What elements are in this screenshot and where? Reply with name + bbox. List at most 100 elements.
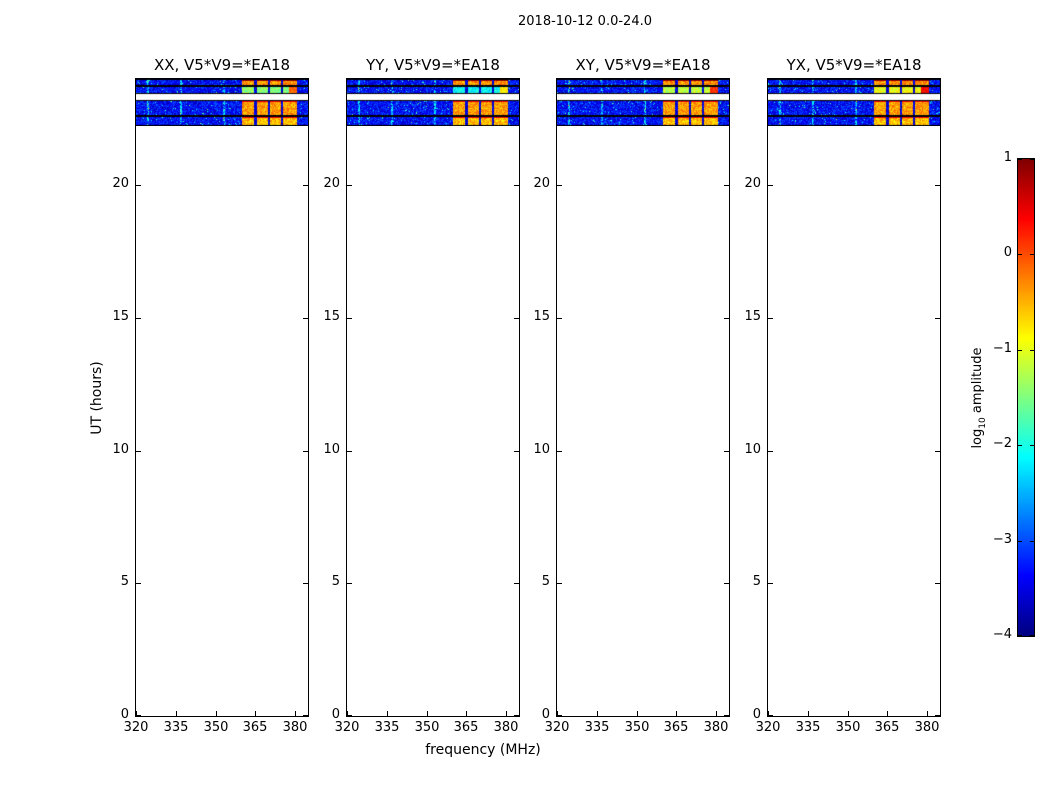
y-tick-mark (557, 451, 562, 452)
y-tick-label: 0 (506, 707, 550, 723)
y-tick-mark (136, 451, 141, 452)
figure: 2018-10-12 0.0-24.0 UT (hours) frequency… (0, 0, 1050, 800)
x-tick-label: 320 (335, 720, 360, 736)
y-tick-label: 0 (85, 707, 129, 723)
y-tick-label: 0 (717, 707, 761, 723)
x-tick-label: 350 (625, 720, 650, 736)
spectrogram-canvas-xy (557, 79, 729, 126)
x-tick-label: 365 (454, 720, 479, 736)
panel-title-xx: XX, V5*V9=*EA18 (154, 56, 290, 74)
y-tick-label: 15 (296, 309, 340, 325)
x-tick-label: 365 (243, 720, 268, 736)
x-tick-mark (176, 711, 177, 716)
y-tick-mark (935, 185, 940, 186)
y-tick-mark (768, 451, 773, 452)
colorbar-gradient (1018, 159, 1034, 636)
y-tick-mark (557, 185, 562, 186)
y-tick-mark (935, 715, 940, 716)
colorbar-label-suffix: amplitude (970, 347, 985, 417)
spectrogram-canvas-xx (136, 79, 308, 126)
x-axis-label: frequency (MHz) (425, 742, 541, 758)
x-tick-mark (927, 711, 928, 716)
x-tick-mark (466, 711, 467, 716)
y-tick-mark (768, 583, 773, 584)
y-tick-label: 10 (85, 442, 129, 458)
y-tick-mark (136, 318, 141, 319)
y-tick-mark (136, 583, 141, 584)
y-tick-label: 15 (85, 309, 129, 325)
x-tick-mark (255, 711, 256, 716)
y-tick-mark (136, 185, 141, 186)
x-tick-mark (427, 711, 428, 716)
y-tick-mark (347, 583, 352, 584)
x-tick-mark (848, 711, 849, 716)
colorbar-tick-label: −4 (968, 627, 1012, 643)
y-tick-label: 5 (85, 574, 129, 590)
y-tick-mark (347, 318, 352, 319)
x-tick-mark (887, 711, 888, 716)
colorbar-tick-mark (1030, 159, 1034, 160)
colorbar-tick-mark (1018, 445, 1022, 446)
colorbar-tick-mark (1018, 635, 1022, 636)
y-tick-mark (935, 318, 940, 319)
panel-title-xy: XY, V5*V9=*EA18 (576, 56, 711, 74)
spectrogram-canvas-yx (768, 79, 940, 126)
colorbar-tick-label: −2 (968, 436, 1012, 452)
colorbar-tick-mark (1018, 159, 1022, 160)
x-tick-mark (387, 711, 388, 716)
x-tick-label: 335 (796, 720, 821, 736)
colorbar-tick-mark (1018, 541, 1022, 542)
x-tick-mark (216, 711, 217, 716)
colorbar-tick-label: 1 (968, 150, 1012, 166)
spectrogram-canvas-yy (347, 79, 519, 126)
x-tick-label: 320 (124, 720, 149, 736)
x-tick-label: 320 (545, 720, 570, 736)
x-tick-label: 350 (415, 720, 440, 736)
colorbar-tick-mark (1030, 635, 1034, 636)
y-tick-mark (768, 318, 773, 319)
colorbar-tick-mark (1030, 350, 1034, 351)
y-tick-label: 10 (717, 442, 761, 458)
y-axis-label: UT (hours) (89, 361, 105, 435)
y-tick-label: 20 (296, 176, 340, 192)
y-tick-label: 10 (506, 442, 550, 458)
y-tick-mark (347, 185, 352, 186)
spectrogram-panel-yy (346, 78, 520, 717)
colorbar-tick-mark (1030, 541, 1034, 542)
x-tick-label: 365 (664, 720, 689, 736)
x-tick-label: 380 (915, 720, 940, 736)
spectrogram-panel-xx (135, 78, 309, 717)
x-tick-mark (676, 711, 677, 716)
y-tick-label: 5 (296, 574, 340, 590)
x-tick-mark (557, 711, 558, 716)
colorbar-tick-mark (1018, 254, 1022, 255)
y-tick-mark (935, 583, 940, 584)
x-tick-label: 335 (375, 720, 400, 736)
y-tick-mark (768, 185, 773, 186)
colorbar-tick-mark (1018, 350, 1022, 351)
colorbar-tick-label: 0 (968, 245, 1012, 261)
x-tick-mark (597, 711, 598, 716)
x-tick-mark (768, 711, 769, 716)
y-tick-label: 15 (506, 309, 550, 325)
y-tick-label: 20 (85, 176, 129, 192)
y-tick-label: 0 (296, 707, 340, 723)
colorbar-tick-label: −3 (968, 532, 1012, 548)
x-tick-label: 365 (875, 720, 900, 736)
spectrogram-panel-xy (556, 78, 730, 717)
x-tick-label: 350 (204, 720, 229, 736)
x-tick-label: 335 (585, 720, 610, 736)
x-tick-mark (136, 711, 137, 716)
y-tick-label: 15 (717, 309, 761, 325)
x-tick-label: 320 (756, 720, 781, 736)
x-tick-label: 350 (836, 720, 861, 736)
figure-title: 2018-10-12 0.0-24.0 (518, 14, 652, 29)
y-tick-label: 5 (717, 574, 761, 590)
y-tick-mark (935, 451, 940, 452)
y-tick-label: 5 (506, 574, 550, 590)
x-tick-label: 335 (164, 720, 189, 736)
colorbar-label-subscript: 10 (978, 417, 988, 428)
colorbar-tick-label: −1 (968, 341, 1012, 357)
panel-title-yy: YY, V5*V9=*EA18 (366, 56, 500, 74)
y-tick-mark (557, 318, 562, 319)
